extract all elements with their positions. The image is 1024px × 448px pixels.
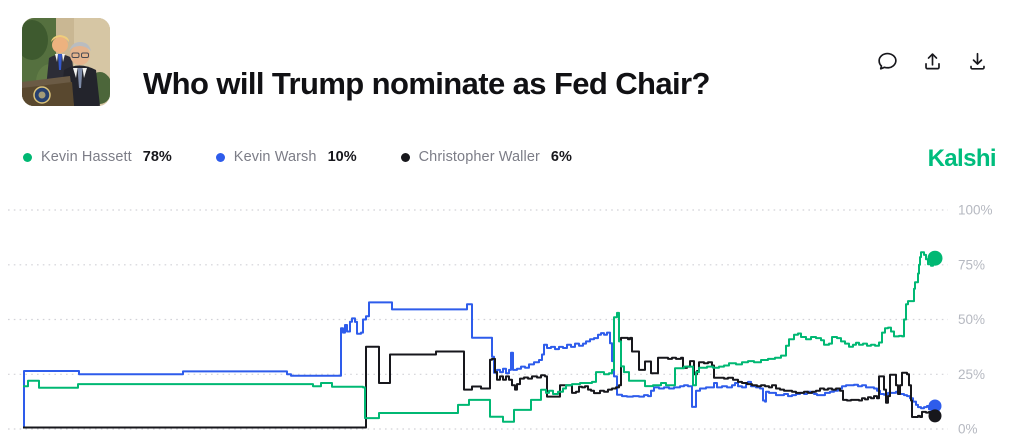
share-button[interactable] xyxy=(919,48,945,74)
legend-dot-black xyxy=(400,152,410,162)
market-image xyxy=(22,18,110,106)
legend-item-kevin-warsh[interactable]: Kevin Warsh 10% xyxy=(215,149,357,165)
series-line-kevin-warsh xyxy=(23,301,939,428)
legend-value: 78% xyxy=(142,149,172,165)
y-axis-label-50%: 50% xyxy=(958,312,985,327)
series-end-dot-kevin-warsh xyxy=(928,399,942,413)
comment-icon xyxy=(877,52,897,70)
y-axis-label-100%: 100% xyxy=(958,203,993,218)
series-end-dot-kevin-hassett xyxy=(927,250,943,266)
series-line-christopher-waller xyxy=(23,336,939,429)
page-title: Who will Trump nominate as Fed Chair? xyxy=(143,65,710,101)
series-line-kevin-hassett xyxy=(23,251,939,423)
share-icon xyxy=(924,52,940,69)
y-axis-label-25%: 25% xyxy=(958,367,985,382)
legend-item-kevin-hassett[interactable]: Kevin Hassett 78% xyxy=(23,149,172,165)
legend-name: Kevin Warsh xyxy=(233,149,317,165)
y-axis-label-75%: 75% xyxy=(958,257,985,272)
download-icon xyxy=(969,52,985,70)
legend-value: 6% xyxy=(550,149,572,165)
legend-name: Kevin Hassett xyxy=(41,149,132,165)
legend-item-christopher-waller[interactable]: Christopher Waller 6% xyxy=(400,149,572,165)
chart-legend: Kevin Hassett 78% Kevin Warsh 10% Christ… xyxy=(23,149,572,165)
legend-name: Christopher Waller xyxy=(418,149,540,165)
legend-value: 10% xyxy=(327,149,357,165)
kalshi-logo: Kalshi xyxy=(927,145,997,172)
download-button[interactable] xyxy=(964,48,990,74)
y-axis-label-0%: 0% xyxy=(958,422,978,437)
legend-dot-green xyxy=(23,152,32,162)
header-actions xyxy=(874,48,990,74)
market-image-graphic xyxy=(22,18,110,106)
series-end-dot-christopher-waller xyxy=(928,409,942,423)
comment-button[interactable] xyxy=(874,48,900,74)
legend-dot-blue xyxy=(215,152,225,162)
